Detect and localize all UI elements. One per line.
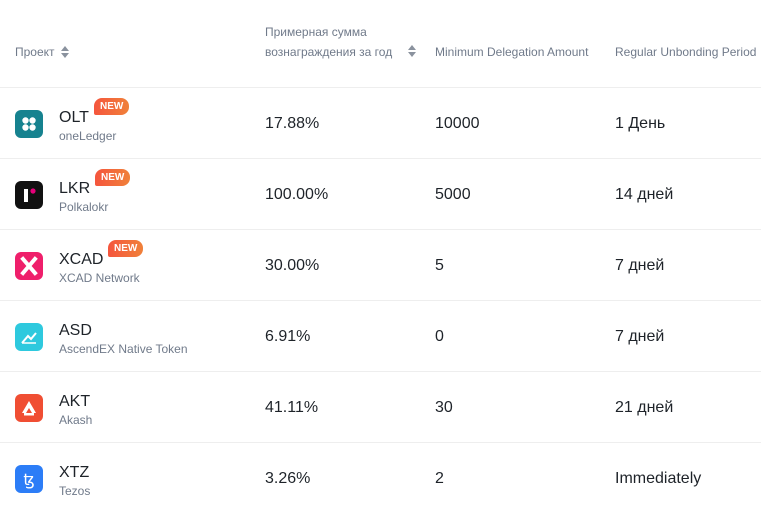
column-header-project: Проект	[15, 45, 55, 59]
column-header-unbonding: Regular Unbonding Period	[615, 45, 757, 59]
ascendex-icon	[15, 323, 43, 351]
tezos-icon: ꜩ	[15, 465, 43, 493]
reward-value: 30.00%	[265, 257, 320, 274]
oneledger-icon	[15, 110, 43, 138]
sort-by-project[interactable]: Проект	[15, 42, 69, 62]
unbonding-value: Immediately	[615, 470, 702, 487]
xcad-icon	[15, 252, 43, 280]
table-header: Проект Примерная сумма вознаграждения за…	[0, 0, 761, 88]
table-row[interactable]: OLT NEW oneLedger 17.88% 10000 1 День	[0, 88, 761, 159]
table-row[interactable]: ASD AscendEX Native Token 6.91% 0 7 дней	[0, 301, 761, 372]
reward-value: 100.00%	[265, 186, 329, 203]
min-delegation-value: 5	[435, 257, 444, 274]
column-header-reward[interactable]: Примерная сумма вознаграждения за год	[265, 25, 393, 59]
column-header-min-delegation: Minimum Delegation Amount	[435, 45, 589, 59]
coin-symbol: ASD	[59, 322, 92, 339]
reward-value: 6.91%	[265, 328, 311, 345]
table-row[interactable]: ꜩ XTZ Tezos 3.26% 2 Immediately	[0, 443, 761, 507]
table-row[interactable]: LKR NEW Polkalokr 100.00% 5000 14 дней	[0, 159, 761, 230]
coin-symbol: OLT	[59, 109, 89, 126]
polkalokr-icon	[15, 181, 43, 209]
unbonding-value: 1 День	[615, 115, 666, 132]
min-delegation-value: 5000	[435, 186, 471, 203]
new-badge: NEW	[95, 169, 131, 186]
akash-icon	[15, 394, 43, 422]
new-badge: NEW	[108, 240, 144, 257]
coin-name: Akash	[59, 413, 93, 427]
min-delegation-value: 0	[435, 328, 444, 345]
min-delegation-value: 10000	[435, 115, 480, 132]
coin-name: oneLedger	[59, 129, 117, 143]
reward-value: 17.88%	[265, 115, 320, 132]
coin-symbol: LKR	[59, 180, 91, 197]
new-badge: NEW	[94, 98, 130, 115]
min-delegation-value: 2	[435, 470, 444, 487]
coin-name: AscendEX Native Token	[59, 342, 188, 356]
coin-name: XCAD Network	[59, 271, 140, 285]
unbonding-value: 21 дней	[615, 399, 674, 416]
coin-name: Tezos	[59, 484, 91, 498]
coin-name: Polkalokr	[59, 200, 109, 214]
coin-symbol: XCAD	[59, 251, 104, 268]
reward-value: 41.11%	[265, 399, 319, 416]
sort-icon[interactable]	[408, 44, 416, 58]
coin-symbol: XTZ	[59, 464, 90, 481]
coin-symbol: AKT	[59, 393, 91, 410]
reward-value: 3.26%	[265, 470, 311, 487]
unbonding-value: 14 дней	[615, 186, 674, 203]
svg-text:ꜩ: ꜩ	[23, 470, 34, 489]
sort-icon[interactable]	[60, 45, 69, 59]
table-row[interactable]: XCAD NEW XCAD Network 30.00% 5 7 дней	[0, 230, 761, 301]
min-delegation-value: 30	[435, 399, 453, 416]
table-row[interactable]: AKT Akash 41.11% 30 21 дней	[0, 372, 761, 443]
unbonding-value: 7 дней	[615, 328, 665, 345]
unbonding-value: 7 дней	[615, 257, 665, 274]
